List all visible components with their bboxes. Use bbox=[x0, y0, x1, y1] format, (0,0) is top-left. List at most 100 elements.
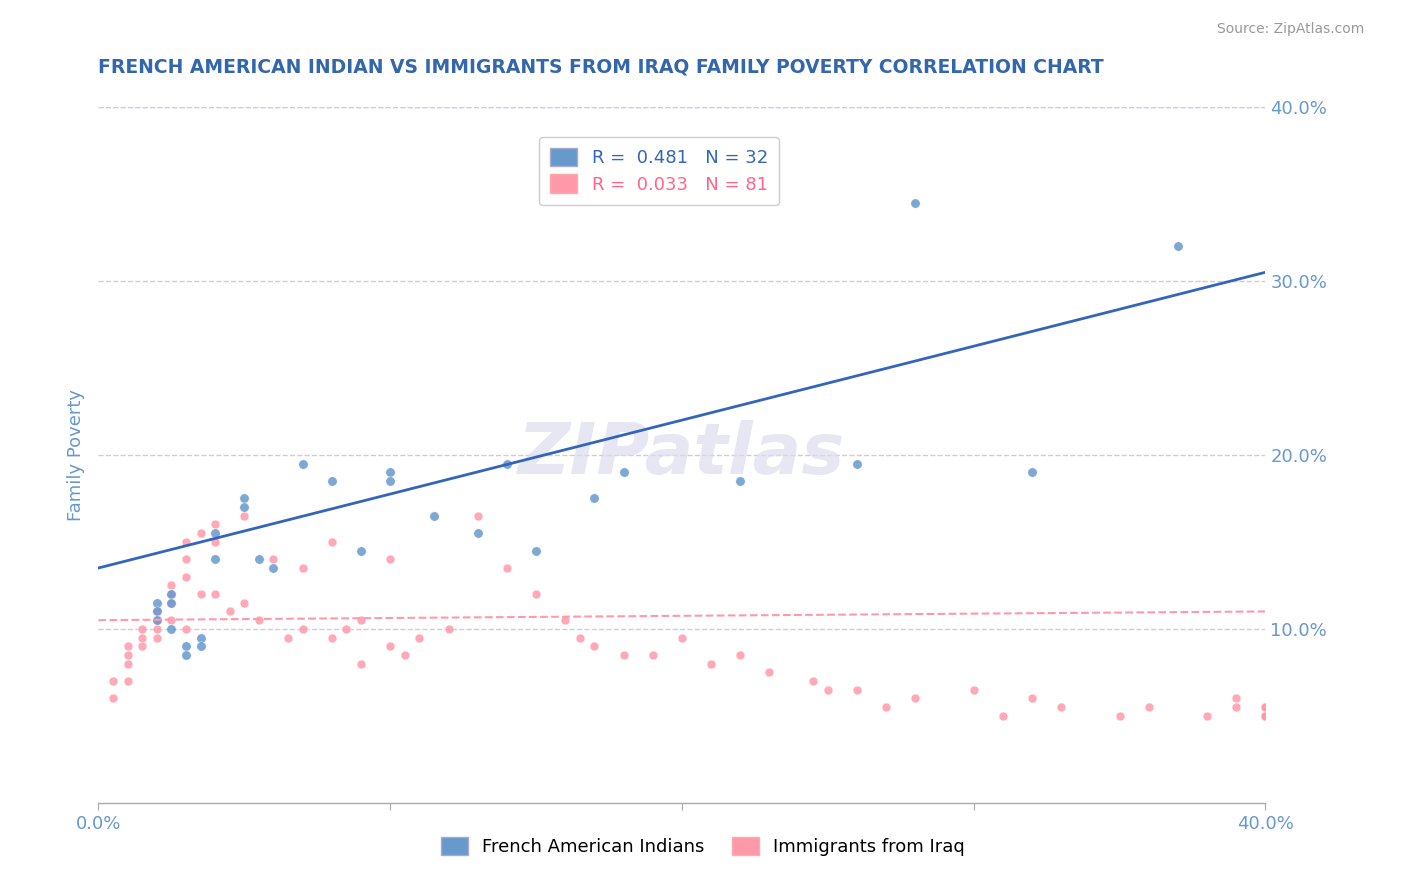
Point bbox=[1108, 708, 1130, 723]
Point bbox=[160, 578, 183, 592]
Point bbox=[233, 596, 256, 610]
Point bbox=[218, 605, 240, 619]
Point bbox=[160, 622, 183, 636]
Point bbox=[1254, 708, 1277, 723]
Point bbox=[174, 534, 197, 549]
Point bbox=[1254, 708, 1277, 723]
Point bbox=[495, 457, 517, 471]
Point bbox=[394, 648, 416, 662]
Point bbox=[160, 613, 183, 627]
Point bbox=[378, 466, 402, 480]
Point bbox=[1137, 700, 1160, 714]
Point bbox=[190, 587, 212, 601]
Point bbox=[1254, 700, 1277, 714]
Point bbox=[204, 534, 226, 549]
Point bbox=[262, 552, 284, 566]
Point bbox=[467, 508, 489, 523]
Point bbox=[174, 552, 197, 566]
Point bbox=[758, 665, 780, 680]
Point bbox=[204, 587, 226, 601]
Point bbox=[131, 622, 153, 636]
Point bbox=[233, 491, 256, 506]
Point bbox=[378, 474, 402, 488]
Point bbox=[1254, 700, 1277, 714]
Point bbox=[423, 508, 446, 523]
Point bbox=[277, 631, 299, 645]
Point bbox=[1167, 239, 1189, 253]
Point bbox=[875, 700, 897, 714]
Point bbox=[146, 596, 169, 610]
Point bbox=[1254, 708, 1277, 723]
Point bbox=[291, 561, 314, 575]
Legend: R =  0.481   N = 32, R =  0.033   N = 81: R = 0.481 N = 32, R = 0.033 N = 81 bbox=[540, 137, 779, 204]
Point bbox=[174, 648, 197, 662]
Point bbox=[174, 622, 197, 636]
Point bbox=[350, 543, 373, 558]
Point bbox=[321, 631, 343, 645]
Point bbox=[671, 631, 693, 645]
Point bbox=[904, 691, 927, 706]
Point bbox=[247, 613, 270, 627]
Point bbox=[728, 648, 751, 662]
Point bbox=[146, 622, 169, 636]
Point bbox=[524, 543, 547, 558]
Point bbox=[174, 570, 197, 584]
Point bbox=[117, 657, 139, 671]
Point bbox=[700, 657, 723, 671]
Point bbox=[378, 552, 402, 566]
Point bbox=[467, 526, 489, 541]
Point bbox=[160, 587, 183, 601]
Point bbox=[146, 613, 169, 627]
Point bbox=[568, 631, 591, 645]
Point bbox=[728, 474, 751, 488]
Text: FRENCH AMERICAN INDIAN VS IMMIGRANTS FROM IRAQ FAMILY POVERTY CORRELATION CHART: FRENCH AMERICAN INDIAN VS IMMIGRANTS FRO… bbox=[98, 58, 1104, 77]
Point bbox=[146, 605, 169, 619]
Point bbox=[190, 639, 212, 653]
Point bbox=[117, 648, 139, 662]
Legend: French American Indians, Immigrants from Iraq: French American Indians, Immigrants from… bbox=[432, 828, 974, 865]
Point bbox=[845, 682, 868, 697]
Point bbox=[1225, 691, 1247, 706]
Point bbox=[1021, 466, 1043, 480]
Point bbox=[1254, 708, 1277, 723]
Point bbox=[160, 596, 183, 610]
Point bbox=[904, 195, 927, 210]
Point bbox=[247, 552, 270, 566]
Point bbox=[1021, 691, 1043, 706]
Point bbox=[204, 526, 226, 541]
Point bbox=[291, 622, 314, 636]
Point bbox=[801, 674, 824, 689]
Point bbox=[1254, 708, 1277, 723]
Point bbox=[174, 639, 197, 653]
Point bbox=[190, 526, 212, 541]
Point bbox=[845, 457, 868, 471]
Point bbox=[160, 587, 183, 601]
Point bbox=[146, 605, 169, 619]
Point bbox=[335, 622, 357, 636]
Point bbox=[160, 596, 183, 610]
Point bbox=[321, 474, 343, 488]
Point bbox=[583, 491, 606, 506]
Point bbox=[291, 457, 314, 471]
Point bbox=[117, 674, 139, 689]
Point bbox=[190, 631, 212, 645]
Point bbox=[524, 587, 547, 601]
Point bbox=[146, 631, 169, 645]
Point bbox=[1254, 708, 1277, 723]
Point bbox=[1050, 700, 1073, 714]
Point bbox=[204, 517, 226, 532]
Point bbox=[1254, 708, 1277, 723]
Point bbox=[583, 639, 606, 653]
Point bbox=[101, 691, 124, 706]
Point bbox=[495, 561, 517, 575]
Point bbox=[1254, 708, 1277, 723]
Point bbox=[350, 657, 373, 671]
Point bbox=[131, 639, 153, 653]
Point bbox=[641, 648, 664, 662]
Point bbox=[817, 682, 839, 697]
Point bbox=[408, 631, 430, 645]
Point bbox=[1225, 700, 1247, 714]
Point bbox=[262, 561, 284, 575]
Point bbox=[321, 534, 343, 549]
Point bbox=[378, 639, 402, 653]
